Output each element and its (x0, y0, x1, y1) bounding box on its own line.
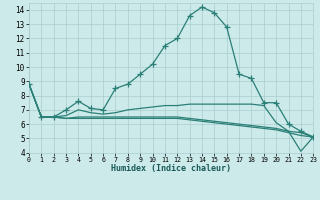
X-axis label: Humidex (Indice chaleur): Humidex (Indice chaleur) (111, 164, 231, 173)
